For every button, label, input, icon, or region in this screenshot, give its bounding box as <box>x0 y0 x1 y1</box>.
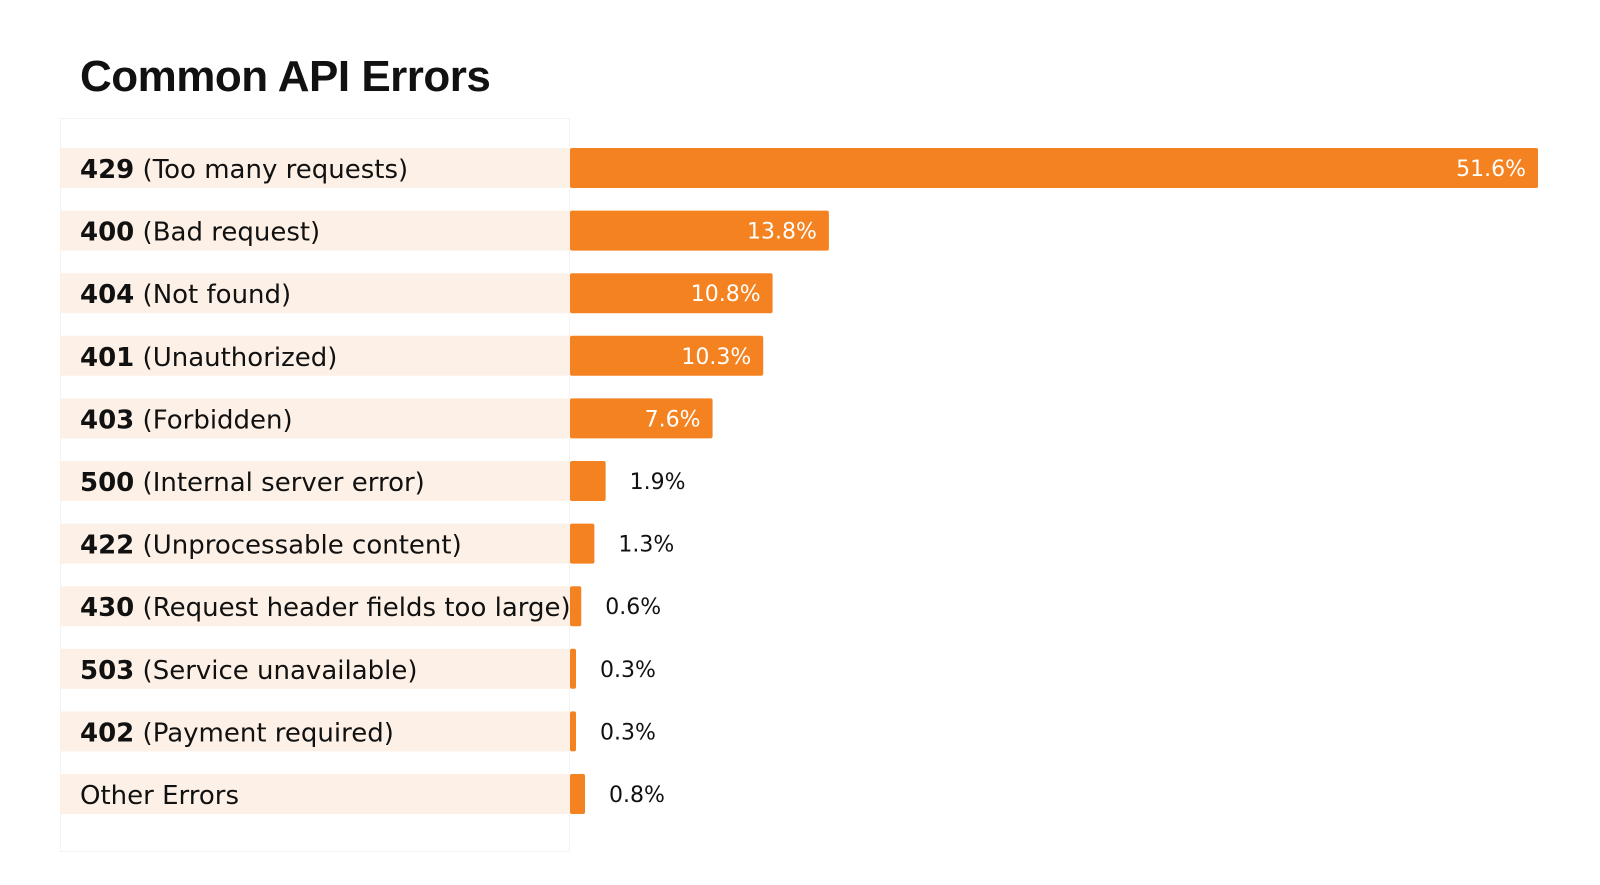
error-description: (Not found) <box>134 280 291 310</box>
row-label-background <box>60 398 570 439</box>
bar-row: Other Errors 0.8% <box>60 774 665 814</box>
bar-value-label: 0.3% <box>600 658 656 683</box>
error-code: 401 <box>80 343 134 373</box>
bar-value-label: 10.8% <box>691 282 761 307</box>
bar <box>570 398 713 439</box>
error-description: (Unprocessable content) <box>134 531 461 561</box>
chart-title: Common API Errors <box>80 52 491 101</box>
error-code: 403 <box>80 405 134 435</box>
bar-value-label: 10.3% <box>681 345 751 370</box>
bar-row: 422 (Unprocessable content) 1.3% <box>60 523 674 564</box>
bar-row: 429 (Too many requests) 51.6% <box>60 148 1538 188</box>
error-code: 503 <box>80 656 134 686</box>
bar <box>570 523 595 564</box>
bar-value-label: 1.9% <box>630 470 686 495</box>
error-code: 402 <box>80 718 134 748</box>
bar <box>570 774 586 814</box>
category-label: 429 (Too many requests) <box>80 155 408 185</box>
bar-value-label: 0.8% <box>609 783 665 808</box>
row-label-background <box>60 523 570 564</box>
bar-row: 400 (Bad request) 13.8% <box>60 210 829 251</box>
error-description: (Unauthorized) <box>134 343 337 373</box>
row-label-background <box>60 461 570 501</box>
bar-value-label: 7.6% <box>645 407 701 432</box>
error-code: 400 <box>80 218 134 248</box>
category-label: Other Errors <box>80 781 239 811</box>
row-label-background <box>60 273 570 314</box>
error-code: 429 <box>80 155 134 185</box>
bar-value-label: 51.6% <box>1456 157 1526 182</box>
row-label-background <box>60 648 570 689</box>
bar-row: 403 (Forbidden) 7.6% <box>60 398 713 439</box>
error-description: (Too many requests) <box>134 155 408 185</box>
row-label-background <box>60 335 570 376</box>
category-label: 500 (Internal server error) <box>80 468 425 498</box>
bar-row: 500 (Internal server error) 1.9% <box>60 461 686 501</box>
row-label-background <box>60 586 570 627</box>
error-description: Other Errors <box>80 781 239 811</box>
bar <box>570 210 829 251</box>
bar <box>570 586 582 627</box>
bar-row: 402 (Payment required) 0.3% <box>60 711 656 752</box>
error-description: (Request header fields too large) <box>134 593 570 623</box>
row-label-background <box>60 210 570 251</box>
error-code: 500 <box>80 468 134 498</box>
row-label-background <box>60 711 570 752</box>
bar-value-label: 13.8% <box>747 220 817 245</box>
category-label: 404 (Not found) <box>80 280 291 310</box>
category-label: 400 (Bad request) <box>80 218 320 248</box>
error-code: 422 <box>80 531 134 561</box>
error-description: (Internal server error) <box>134 468 425 498</box>
bar <box>570 148 1538 188</box>
error-description: (Forbidden) <box>134 405 292 435</box>
error-code: 430 <box>80 593 134 623</box>
bar-row: 404 (Not found) 10.8% <box>60 273 773 314</box>
category-label: 401 (Unauthorized) <box>80 343 337 373</box>
bar <box>570 335 764 376</box>
bar-value-label: 0.3% <box>600 720 656 745</box>
category-label: 503 (Service unavailable) <box>80 656 418 686</box>
bar-row: 401 (Unauthorized) 10.3% <box>60 335 764 376</box>
bar <box>570 273 773 314</box>
bar-value-label: 1.3% <box>618 533 674 558</box>
category-label: 402 (Payment required) <box>80 718 394 748</box>
bar-value-label: 0.6% <box>605 595 661 620</box>
error-code: 404 <box>80 280 134 310</box>
error-description: (Payment required) <box>134 718 394 748</box>
category-label: 430 (Request header fields too large) <box>80 593 571 623</box>
error-description: (Service unavailable) <box>134 656 417 686</box>
category-label: 403 (Forbidden) <box>80 405 293 435</box>
error-description: (Bad request) <box>134 218 320 248</box>
bar-row: 503 (Service unavailable) 0.3% <box>60 648 656 689</box>
bar <box>570 648 576 689</box>
category-label: 422 (Unprocessable content) <box>80 531 462 561</box>
bar <box>570 711 576 752</box>
row-label-background <box>60 774 570 814</box>
row-label-background <box>60 148 570 188</box>
bar-row: 430 (Request header fields too large) 0.6… <box>60 586 661 627</box>
bar <box>570 461 606 501</box>
